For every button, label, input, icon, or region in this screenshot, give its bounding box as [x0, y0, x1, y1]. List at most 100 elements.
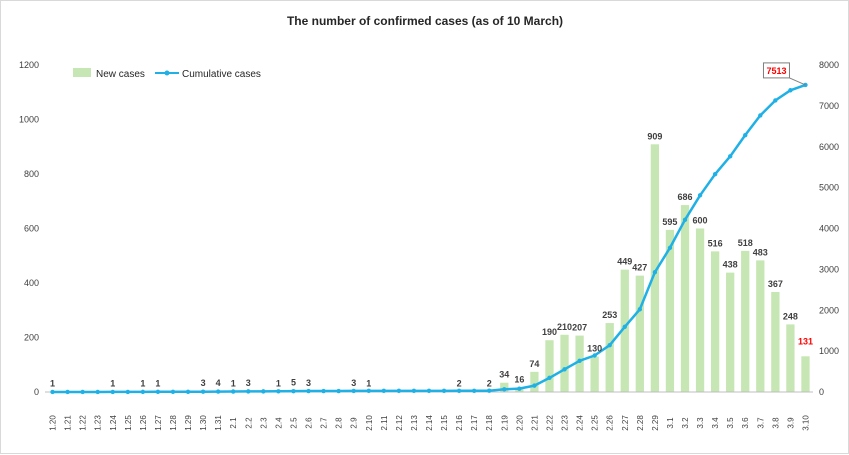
cumulative-point	[712, 172, 718, 177]
bar-data-label: 190	[542, 327, 557, 337]
x-tick-label: 2.25	[591, 415, 600, 431]
y-axis-right: 0 1000 2000 3000 4000 5000 6000 7000 8000	[819, 60, 839, 397]
cumulative-point	[95, 389, 100, 395]
y-left-tick-label: 0	[34, 387, 39, 397]
cumulative-point	[185, 389, 191, 395]
bar-data-label: 1	[155, 379, 160, 389]
bar-data-label: 3	[246, 378, 251, 388]
bar-new-cases	[605, 323, 614, 392]
x-tick-label: 3.7	[756, 417, 765, 429]
cumulative-point	[366, 388, 371, 394]
x-tick-label: 1.29	[184, 415, 193, 431]
y-right-tick-label: 0	[819, 387, 824, 397]
callout-box	[762, 62, 790, 79]
cumulative-point	[411, 388, 417, 394]
x-axis-ticks: 1.20 1.21 1.22 1.23 1.24 1.25 1.26 1.27 1.28 1.29…	[49, 415, 811, 431]
bar-data-label: 516	[708, 238, 723, 248]
x-tick-label: 2.19	[500, 415, 509, 431]
cumulative-point	[381, 388, 387, 394]
y-left-tick-label: 400	[24, 278, 39, 288]
cumulative-point	[697, 193, 703, 198]
bar-new-cases	[771, 291, 780, 392]
y-right-tick-label: 8000	[819, 60, 839, 70]
cumulative-point	[637, 307, 643, 312]
y-right-tick-label: 7000	[819, 101, 839, 111]
cumulative-point	[592, 353, 597, 358]
bar-data-label: 3	[306, 378, 311, 388]
cumulative-point	[456, 388, 462, 393]
cumulative-point	[502, 387, 507, 392]
line-series-cumulative	[50, 82, 808, 395]
x-tick-label: 3.5	[726, 417, 735, 429]
y-axis-left: 0 200 400 600 800 1000 1200	[19, 60, 39, 397]
cumulative-point	[758, 113, 763, 118]
bar-new-cases	[680, 205, 690, 392]
bar-data-label: 600	[693, 216, 708, 226]
bar-data-label: 34	[499, 370, 509, 380]
bar-data-label: 2	[457, 378, 462, 388]
cumulative-point	[351, 388, 356, 394]
bar-data-label: 1	[231, 379, 236, 389]
cumulative-point	[727, 154, 733, 159]
cumulative-point	[80, 389, 85, 395]
x-tick-label: 3.3	[696, 417, 705, 429]
x-tick-label: 2.7	[320, 417, 329, 429]
cumulative-point	[336, 388, 341, 394]
cumulative-point	[532, 383, 537, 388]
cumulative-point	[291, 388, 296, 394]
x-tick-label: 2.27	[621, 415, 630, 431]
cumulative-point	[788, 88, 793, 93]
y-left-tick-label: 600	[24, 224, 39, 234]
cumulative-point	[667, 245, 673, 251]
cumulative-point	[773, 98, 778, 103]
cumulative-point	[577, 358, 582, 364]
cumulative-point	[215, 389, 221, 394]
bar-new-cases	[710, 251, 720, 392]
x-tick-label: 3.4	[711, 417, 720, 429]
x-tick-label: 2.15	[440, 415, 449, 431]
x-tick-label: 1.20	[49, 415, 58, 431]
x-tick-label: 2.21	[530, 415, 539, 431]
bar-new-cases	[786, 324, 795, 392]
bar-data-label: 367	[768, 279, 783, 289]
x-tick-label: 2.28	[636, 415, 645, 431]
bar-data-label: 3	[351, 378, 356, 388]
cumulative-point	[65, 389, 70, 395]
legend-label-new-cases: New cases	[96, 69, 145, 80]
chart-title: The number of confirmed cases (as of 10 …	[287, 14, 563, 28]
x-tick-label: 1.27	[154, 415, 163, 431]
cumulative-point	[155, 389, 161, 395]
bar-data-label: 1	[366, 379, 371, 389]
x-tick-label: 1.24	[109, 415, 118, 431]
callout-label: 7513	[766, 66, 786, 76]
x-tick-label: 3.10	[801, 415, 810, 431]
y-right-tick-label: 2000	[819, 305, 839, 315]
x-tick-label: 2.11	[380, 415, 389, 431]
x-tick-label: 2.18	[485, 415, 494, 431]
bar-data-label: 4	[216, 378, 221, 388]
cumulative-point	[261, 389, 266, 394]
bar-data-label: 16	[514, 375, 524, 385]
x-tick-label: 2.16	[455, 415, 464, 431]
y-left-tick-label: 1000	[19, 115, 39, 125]
x-tick-label: 1.23	[94, 415, 103, 431]
bar-data-label: 253	[602, 310, 617, 320]
y-right-tick-label: 4000	[819, 224, 839, 234]
bar-new-cases	[545, 340, 554, 392]
x-tick-label: 3.1	[666, 417, 675, 429]
x-tick-label: 2.24	[576, 415, 585, 431]
bar-data-label: 2	[487, 378, 492, 388]
bar-new-cases	[665, 229, 675, 392]
cumulative-point	[246, 389, 251, 394]
x-tick-label: 2.29	[651, 415, 660, 431]
bar-data-label: 518	[738, 238, 753, 248]
cumulative-point	[441, 388, 447, 394]
bar-new-cases	[560, 334, 569, 392]
x-tick-label: 2.23	[561, 415, 570, 431]
x-tick-label: 1.28	[169, 415, 178, 431]
cumulative-point	[125, 389, 131, 395]
legend: New cases Cumulative cases	[73, 68, 261, 80]
